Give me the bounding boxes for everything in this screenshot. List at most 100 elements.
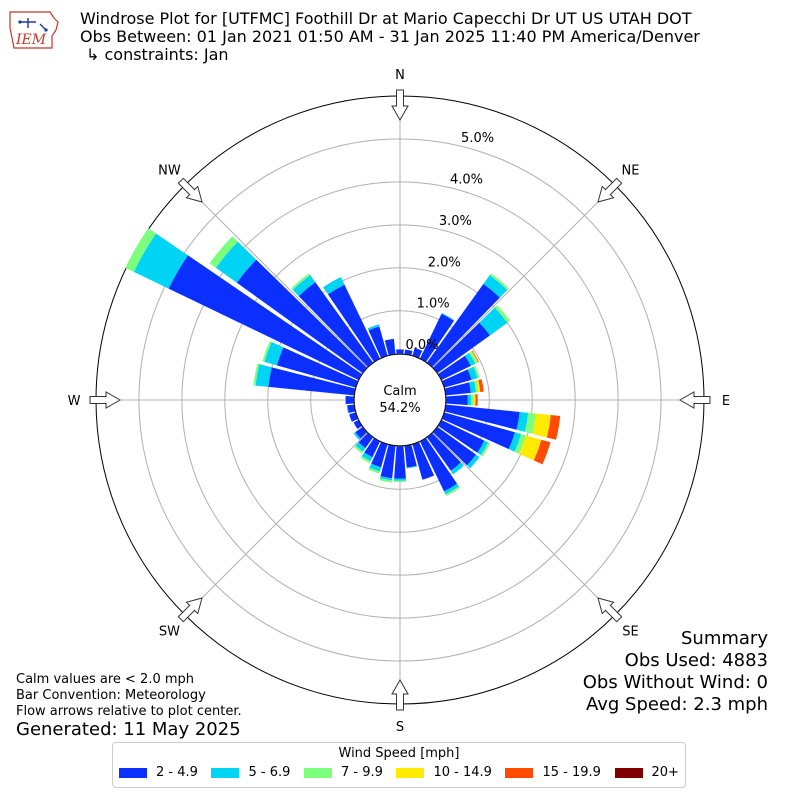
wind-bar-segment [476, 380, 481, 393]
summary-title: Summary [681, 628, 768, 649]
wind-bar-segment [471, 350, 479, 363]
legend-swatch [211, 767, 240, 778]
wind-bar-segment [209, 236, 238, 268]
iem-logo: IEM [6, 8, 62, 52]
compass-label: SW [159, 625, 180, 640]
legend-label: 10 - 14.9 [433, 765, 492, 780]
wind-bar-segment [379, 478, 392, 483]
wind-bar-segment [361, 452, 373, 462]
wind-bar-segment [358, 433, 373, 449]
wind-bar-segment [268, 367, 356, 396]
wind-bar-segment [368, 326, 388, 358]
legend-label: 5 - 6.9 [248, 765, 291, 780]
legend-label: 15 - 19.9 [542, 765, 601, 780]
chart-title: Windrose Plot for [UTFMC] Foothill Dr at… [80, 9, 692, 28]
spoke-line [184, 184, 401, 401]
wind-bar-segment [508, 432, 522, 452]
legend-swatch [396, 767, 425, 778]
flow-arrow-icon [89, 391, 122, 409]
legend-swatch [614, 767, 643, 778]
legend-label: 2 - 4.9 [156, 765, 198, 780]
wind-bar-segment [412, 442, 435, 480]
radial-tick-label: 2.0% [428, 255, 461, 270]
wind-bar-segment [514, 434, 527, 454]
wind-bar-segment [396, 349, 404, 354]
wind-bar-segment [474, 380, 479, 393]
wind-bar-segment [489, 273, 509, 290]
wind-bar-segment [364, 438, 380, 458]
spoke-line [399, 399, 616, 616]
wind-bar-segment [215, 241, 257, 283]
compass-label: W [68, 394, 81, 409]
wind-bar-segment [471, 394, 474, 406]
legend-item: 5 - 6.9 [211, 765, 290, 780]
wind-bar-segment [369, 463, 382, 472]
chart-header: Windrose Plot for [UTFMC] Foothill Dr at… [80, 10, 700, 64]
wind-bar-segment [262, 341, 272, 362]
wind-bar-segment [446, 394, 468, 406]
wind-bar-segment [404, 444, 417, 468]
legend-swatch [119, 767, 147, 778]
wind-bar-segment [291, 273, 311, 290]
wind-bar-segment [345, 395, 347, 405]
radial-tick-label: 4.0% [450, 172, 483, 187]
wind-bar-segment [477, 440, 489, 456]
speed-legend: Wind Speed [mph] 2 - 4.9 5 - 6.9 7 - 9.9 10… [112, 742, 686, 788]
wind-bar-segment [404, 349, 413, 356]
flow-arrow-icon [177, 177, 203, 203]
wind-bar-segment [473, 365, 480, 379]
radial-tick-label: 3.0% [439, 214, 472, 229]
wind-bar-segment [323, 276, 345, 295]
compass-label: NE [622, 163, 640, 178]
wind-bar-segment [355, 427, 367, 439]
flow-arrow-icon [597, 177, 623, 203]
wind-bar-segment [298, 282, 373, 367]
wind-bar-segment [353, 420, 362, 430]
constraints-note: ↳ constraints: Jan [86, 45, 229, 64]
legend-item: 15 - 19.9 [505, 765, 601, 780]
wind-bar-segment [438, 355, 471, 380]
wind-bar-segment [519, 435, 542, 461]
wind-bar-segment [394, 446, 406, 479]
wind-bar-segment [469, 381, 477, 393]
legend-label: 7 - 9.9 [340, 765, 383, 780]
radial-tick-label: 5.0% [461, 131, 494, 146]
wind-bar-segment [444, 382, 471, 396]
wind-bar-segment [354, 445, 363, 454]
wind-bar-segment [346, 405, 349, 414]
wind-bar-segment [345, 395, 354, 405]
spoke-line [399, 184, 616, 401]
wind-bar-segment [367, 324, 380, 331]
wind-bar-segment [327, 284, 380, 362]
wind-bar-segment [420, 438, 458, 492]
wind-bar-segment [125, 228, 156, 272]
wind-bar-segment [347, 404, 356, 414]
wind-bar-segment [533, 439, 551, 465]
wind-bar-segment [353, 432, 361, 440]
flow-arrow-icon [678, 391, 711, 409]
wind-bar-segment [473, 394, 476, 406]
wind-bar-segment [466, 454, 480, 469]
wind-bar-segment [380, 444, 396, 479]
wind-bar-segment [276, 347, 358, 388]
footer-notes: Calm values are < 2.0 mph Bar Convention… [16, 672, 242, 720]
calm-circle [353, 353, 447, 447]
wind-bar-segment [264, 342, 284, 366]
flow-arrow-icon [391, 678, 409, 711]
wind-bar-segment [349, 412, 358, 422]
wind-bar-segment [475, 394, 478, 406]
summary-avg-speed: Avg Speed: 2.3 mph [586, 694, 768, 715]
legend-swatch [303, 767, 332, 778]
wind-bar-segment [255, 364, 272, 387]
summary-obs-without-wind: Obs Without Wind: 0 [582, 672, 768, 693]
legend-swatch [505, 767, 534, 778]
wind-bar-segment [443, 483, 460, 495]
legend-label: 20+ [651, 765, 679, 780]
observation-period: Obs Between: 01 Jan 2021 01:50 AM - 31 J… [80, 27, 700, 46]
wind-bar-segment [292, 275, 316, 297]
legend-title: Wind Speed [mph] [338, 746, 460, 761]
wind-bar-segment [168, 255, 362, 380]
calm-value: 54.2% [379, 401, 420, 416]
wind-bar-segment [427, 433, 461, 471]
